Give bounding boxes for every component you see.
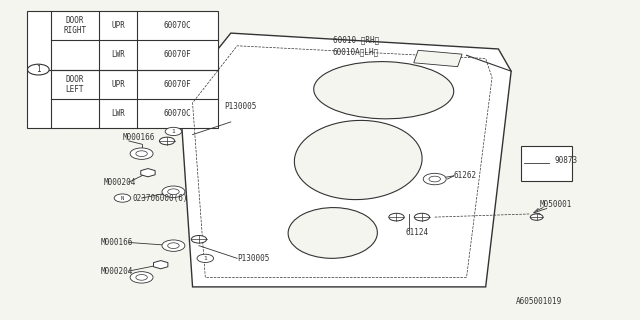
Polygon shape bbox=[180, 33, 511, 287]
Circle shape bbox=[389, 213, 404, 221]
Text: 60070F: 60070F bbox=[164, 51, 191, 60]
Bar bbox=[413, 50, 462, 67]
Circle shape bbox=[191, 236, 207, 243]
Text: 1: 1 bbox=[172, 129, 175, 134]
Text: M000204: M000204 bbox=[103, 178, 136, 187]
Circle shape bbox=[130, 148, 153, 159]
Text: 60070C: 60070C bbox=[164, 109, 191, 118]
Circle shape bbox=[423, 173, 446, 185]
Text: 60010A〈LH〉: 60010A〈LH〉 bbox=[333, 48, 379, 57]
Ellipse shape bbox=[288, 208, 378, 258]
Circle shape bbox=[114, 194, 131, 202]
Circle shape bbox=[197, 254, 214, 262]
Text: LWR: LWR bbox=[111, 51, 125, 60]
Circle shape bbox=[165, 127, 182, 136]
Bar bbox=[27, 11, 218, 128]
Text: 60070F: 60070F bbox=[164, 80, 191, 89]
Circle shape bbox=[414, 213, 429, 221]
Text: 1: 1 bbox=[204, 256, 207, 261]
Polygon shape bbox=[154, 260, 168, 269]
Circle shape bbox=[168, 243, 179, 249]
Circle shape bbox=[429, 176, 440, 182]
Text: M000166: M000166 bbox=[122, 133, 155, 142]
Text: 61124: 61124 bbox=[405, 228, 429, 237]
Circle shape bbox=[531, 214, 543, 220]
Text: LWR: LWR bbox=[111, 109, 125, 118]
Text: DOOR
LEFT: DOOR LEFT bbox=[66, 75, 84, 94]
Text: UPR: UPR bbox=[111, 80, 125, 89]
Ellipse shape bbox=[314, 62, 454, 119]
Text: 61262: 61262 bbox=[454, 172, 477, 180]
Text: UPR: UPR bbox=[111, 21, 125, 30]
Circle shape bbox=[162, 240, 185, 252]
Text: 60070C: 60070C bbox=[164, 21, 191, 30]
Circle shape bbox=[136, 151, 147, 156]
Circle shape bbox=[168, 189, 179, 195]
Text: M000204: M000204 bbox=[100, 267, 132, 276]
Circle shape bbox=[130, 272, 153, 283]
Text: M000166: M000166 bbox=[100, 238, 132, 247]
Text: N: N bbox=[121, 196, 124, 201]
Text: 90873: 90873 bbox=[554, 156, 578, 164]
Circle shape bbox=[159, 137, 175, 145]
Text: M050001: M050001 bbox=[540, 200, 572, 209]
Text: A605001019: A605001019 bbox=[516, 297, 562, 306]
Text: P130005: P130005 bbox=[225, 101, 257, 111]
Text: 60010 〈RH〉: 60010 〈RH〉 bbox=[333, 35, 379, 44]
Text: P130005: P130005 bbox=[237, 254, 269, 263]
Circle shape bbox=[136, 275, 147, 280]
FancyBboxPatch shape bbox=[521, 146, 572, 180]
Circle shape bbox=[162, 186, 185, 197]
Text: 1: 1 bbox=[36, 65, 41, 74]
Polygon shape bbox=[141, 169, 155, 177]
Circle shape bbox=[28, 64, 49, 75]
Ellipse shape bbox=[294, 120, 422, 200]
Text: 023706000(6): 023706000(6) bbox=[132, 194, 188, 203]
Text: DOOR
RIGHT: DOOR RIGHT bbox=[63, 16, 86, 35]
